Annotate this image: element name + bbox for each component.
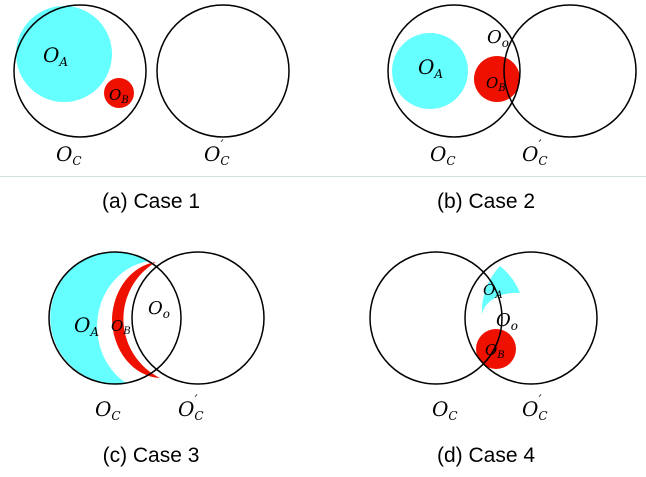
circle-oc-prime [503,4,637,138]
row-divider [0,176,646,177]
panel-case-4: OA OB Oo OC OC′ [369,251,598,423]
panel-case-3: OA OB Oo OC OC′ [48,251,265,423]
panel-case-1: OA OB OC OC′ [13,4,290,168]
circle-oc-prime [464,251,598,385]
label-oa: OA [43,43,68,69]
caption-case-4: (d) Case 4 [436,444,536,467]
label-oc: OC [56,142,82,168]
label-oc: OC [430,142,456,168]
label-ob: OB [109,86,129,106]
label-oa: OA [483,281,503,301]
circle-oc [48,251,182,385]
label-oc-prime: OC′ [204,138,230,168]
region-a [481,266,520,315]
circle-oc-prime [131,251,265,385]
label-oo: Oo [487,27,509,50]
caption-case-1: (a) Case 1 [101,190,201,213]
label-oc-prime: OC′ [522,138,548,168]
label-oa: OA [418,55,443,81]
region-a [16,6,112,102]
region-a [392,33,468,109]
region-b [474,56,520,102]
circle-oc [13,4,147,138]
circle-oc-prime [156,4,290,138]
label-oc-prime: OC′ [522,393,548,423]
circle-oc [387,4,521,138]
label-oc: OC [432,397,458,423]
label-oa: OA [74,313,99,339]
label-oc-prime: OC′ [178,393,204,423]
label-ob: OB [485,341,505,361]
panel-case-2: OA OB Oo OC OC′ [387,4,637,168]
region-a [50,251,150,384]
region-b [111,262,160,378]
caption-case-2: (b) Case 2 [436,190,536,213]
label-oo: Oo [148,298,170,321]
circle-oc [369,251,503,385]
label-ob: OB [111,317,131,337]
label-oc: OC [95,397,121,423]
caption-case-3: (c) Case 3 [102,444,200,467]
region-b [476,329,516,369]
region-b [104,78,134,108]
label-ob: OB [486,74,506,94]
label-oo: Oo [496,310,518,333]
